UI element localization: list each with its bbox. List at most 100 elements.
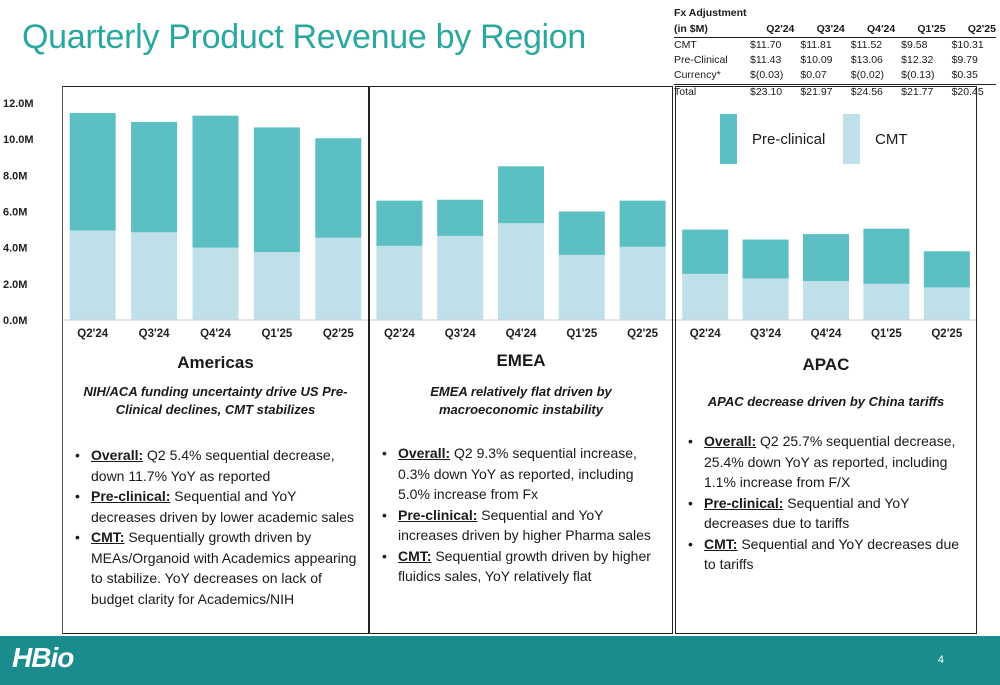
region-subtitle-americas: NIH/ACA funding uncertainty drive US Pre…: [83, 384, 348, 417]
apac-panel: APAC APAC decrease driven by China tarif…: [675, 86, 977, 634]
x-tick-label: Q2'24: [690, 328, 721, 340]
bullet-lead: Overall:: [91, 447, 144, 463]
bullet-item: Overall: Q2 25.7% sequential decrease, 2…: [688, 431, 970, 493]
fx-cell: $11.43: [744, 53, 794, 69]
fx-cell-value: (0.13): [907, 69, 935, 82]
fx-cell-value: 11.81: [806, 39, 832, 52]
bar-cmt: [192, 247, 239, 320]
bar-cmt: [619, 246, 666, 320]
x-tick-label: Q2'24: [384, 328, 415, 340]
bullet-text: Sequential growth driven by higher fluid…: [398, 547, 651, 585]
fx-currency-symbol: $: [951, 69, 958, 82]
fx-currency-symbol: $: [850, 69, 857, 82]
fx-cell: $11.70: [744, 38, 794, 53]
x-tick-label: Q4'24: [811, 328, 842, 340]
bullet-list-americas: Overall: Q2 5.4% sequential decrease, do…: [63, 445, 368, 609]
fx-row: Pre-Clinical $11.43 $10.09 $13.06 $12.32 $9.7…: [674, 53, 996, 69]
bar-cmt: [131, 232, 178, 320]
fx-cell-value: 11.52: [856, 39, 883, 52]
bar-cmt: [682, 273, 729, 320]
region-subtitle-apac: APAC decrease driven by China tariffs: [707, 394, 945, 409]
bar-cmt: [742, 278, 789, 320]
bullet-lead: CMT:: [398, 547, 432, 564]
fx-currency-symbol: $: [750, 53, 756, 66]
y-tick-label: 10.0M: [3, 134, 34, 146]
fx-currency-symbol: $: [800, 85, 807, 98]
fx-col-header: Q4'24: [866, 22, 896, 35]
fx-currency-symbol: $: [800, 53, 807, 66]
bullet-item: CMT: Sequential growth driven by higher …: [382, 546, 666, 587]
bar-cmt: [253, 252, 300, 320]
bar-cmt: [498, 223, 544, 320]
fx-currency-symbol: $: [901, 39, 908, 52]
fx-currency-symbol: $: [750, 69, 756, 82]
bullet-lead: Pre-clinical:: [704, 494, 784, 511]
legend-swatch-cmt: [843, 114, 860, 164]
fx-row: CMT $11.70 $11.81 $11.52 $9.58 $10.31: [674, 37, 996, 53]
fx-adjustment-table: Fx Adjustment (in $M) Q2'24 Q3'24 Q4'24 …: [674, 6, 996, 100]
fx-cell-value: 23.10: [755, 85, 783, 98]
bullet-text: Q2 5.4% sequential decrease, down 11.7% …: [91, 447, 335, 484]
y-tick-label: 0.0M: [3, 315, 27, 327]
bar-cmt: [923, 287, 970, 320]
fx-col-header: Q2'25: [967, 22, 996, 35]
legend-swatch-preclinical: [720, 114, 737, 164]
fx-cell-value: 11.70: [755, 39, 782, 52]
region-name-apac: APAC: [802, 355, 850, 374]
bar-cmt: [803, 281, 849, 320]
fx-header-title: Fx Adjustment: [674, 7, 747, 19]
fx-cell: $9.58: [895, 38, 945, 53]
fx-currency-symbol: $: [850, 39, 857, 52]
bar-cmt: [315, 237, 362, 320]
fx-currency-symbol: $: [800, 69, 807, 82]
bullet-text: Q2 25.7% sequential decrease, 25.4% down…: [704, 433, 956, 490]
bar-preclinical: [376, 200, 423, 246]
fx-currency-symbol: $: [951, 39, 958, 52]
x-tick-label: Q2'24: [77, 328, 108, 340]
region-subtitle-emea: EMEA relatively flat driven by macroecon…: [430, 384, 612, 417]
x-tick-label: Q2'25: [931, 328, 962, 340]
bar-preclinical: [437, 199, 484, 236]
americas-panel: Americas NIH/ACA funding uncertainty dri…: [62, 86, 369, 634]
footer-bar: HBio 4: [0, 636, 1000, 685]
fx-cell: $11.81: [794, 38, 844, 53]
fx-cell: $12.32: [895, 53, 945, 69]
bullet-item: Overall: Q2 5.4% sequential decrease, do…: [75, 445, 362, 486]
x-tick-label: Q1'25: [566, 328, 597, 340]
fx-cell-value: 9.79: [957, 53, 978, 66]
fx-cell: $(0.02): [845, 68, 895, 84]
fx-row-label: Pre-Clinical: [674, 53, 728, 66]
region-name-emea: EMEA: [496, 351, 546, 370]
bullet-item: Pre-clinical: Sequential and YoY increas…: [382, 505, 666, 546]
fx-col-header: Q2'24: [766, 22, 795, 35]
bullet-lead: Pre-clinical:: [398, 506, 478, 523]
legend-label-cmt: CMT: [875, 131, 908, 148]
fx-cell: $20.45: [946, 85, 996, 100]
fx-cell-value: 9.58: [907, 39, 928, 52]
y-tick-label: 8.0M: [3, 170, 27, 182]
page-title: Quarterly Product Revenue by Region: [22, 18, 587, 56]
x-tick-label: Q2'25: [323, 328, 354, 340]
fx-header-row-1: Fx Adjustment: [674, 6, 996, 22]
bar-preclinical: [742, 239, 789, 279]
fx-currency-symbol: $: [901, 53, 908, 66]
fx-row: Currency* $(0.03) $0.07 $(0.02) $(0.13) $0.35: [674, 68, 996, 84]
fx-cell: $10.31: [946, 38, 996, 53]
fx-cell: $0.07: [794, 68, 844, 84]
fx-currency-symbol: $: [951, 85, 958, 98]
fx-currency-symbol: $: [750, 85, 756, 98]
bar-preclinical: [498, 166, 544, 224]
fx-currency-symbol: $: [750, 39, 756, 52]
bar-cmt: [376, 245, 423, 320]
fx-cell-value: 11.43: [755, 53, 782, 66]
fx-cell-value: (0.02): [856, 69, 885, 82]
y-tick-label: 6.0M: [3, 207, 27, 219]
bar-cmt: [863, 283, 910, 320]
fx-col-header: Q1'25: [917, 22, 946, 35]
bar-preclinical: [863, 228, 910, 284]
region-name-americas: Americas: [177, 353, 254, 372]
fx-cell: $24.56: [845, 85, 895, 100]
fx-row-label: Currency*: [674, 69, 721, 82]
fx-cell-value: 10.31: [957, 39, 984, 52]
x-tick-label: Q4'24: [506, 328, 537, 340]
